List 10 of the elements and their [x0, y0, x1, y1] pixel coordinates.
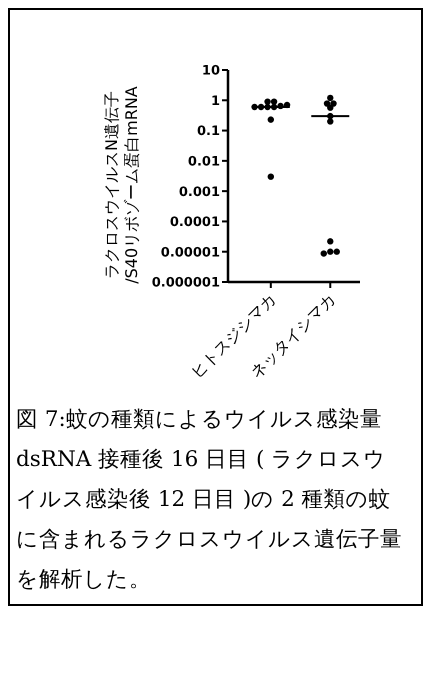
y-tick-label: 10	[202, 64, 220, 79]
y-tick-label: 0.001	[178, 184, 220, 200]
y-tick-label: 0.0001	[170, 215, 220, 230]
y-tick-label: 1	[210, 94, 220, 109]
y-tick-label: 0.000001	[152, 276, 220, 291]
y-tick-label: 0.01	[188, 154, 220, 170]
y-tick-label: 0.1	[196, 124, 220, 140]
y-tick-label: 0.00001	[160, 245, 220, 260]
caption: 図 7:蚊の種類によるウイルス感染量 dsRNA 接種後 16 日目 ( ラクロスウイルス感染後 12 日目 )の 2 種類の蚊に含まれるラクロスウイルス遺伝子量を解析した。	[16, 406, 403, 594]
y-axis-title: ラクロスウイルスN遺伝子 /S40リボゾーム蛋白mRNA	[102, 86, 142, 284]
